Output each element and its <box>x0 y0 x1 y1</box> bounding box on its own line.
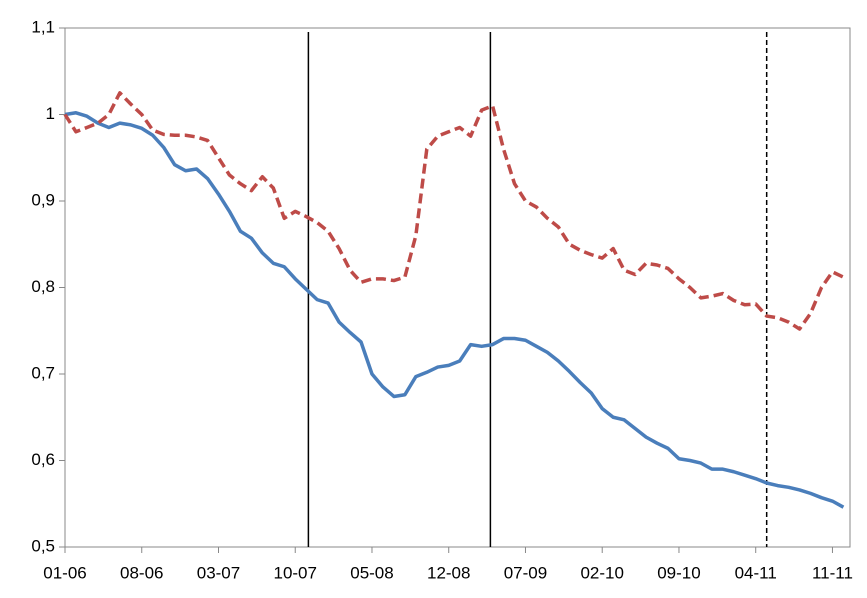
x-tick-label: 03-07 <box>197 563 240 582</box>
x-tick-label: 07-09 <box>504 563 547 582</box>
y-tick-label: 0,9 <box>31 190 55 209</box>
x-tick-label: 02-10 <box>580 563 623 582</box>
x-tick-label: 09-10 <box>657 563 700 582</box>
x-tick-label: 11-11 <box>812 563 853 582</box>
plot-frame <box>64 27 851 548</box>
x-tick-label: 05-08 <box>350 563 393 582</box>
y-tick-label: 0,6 <box>31 450 55 469</box>
y-tick-label: 0,7 <box>31 363 55 382</box>
series-line <box>64 111 845 509</box>
x-tick-label: 10-07 <box>273 563 316 582</box>
x-tick-label: 04-11 <box>735 563 777 582</box>
x-tick-label: 08-06 <box>120 563 163 582</box>
y-tick-label: 1,1 <box>31 17 55 36</box>
series-line <box>63 91 845 331</box>
x-tick-label: 12-08 <box>427 563 470 582</box>
y-tick-label: 1 <box>46 104 55 123</box>
y-tick-label: 0,5 <box>31 536 55 555</box>
x-tick-label: 01-06 <box>43 563 86 582</box>
y-tick-label: 0,8 <box>31 277 55 296</box>
